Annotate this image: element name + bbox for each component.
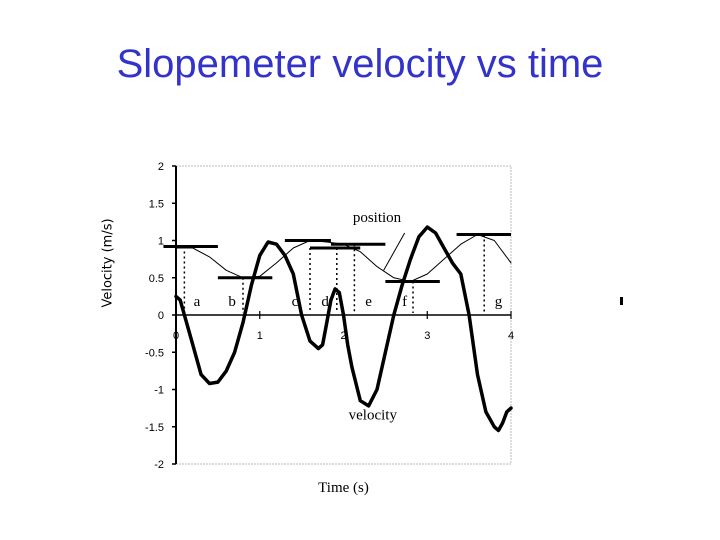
- y-tick-label: 1: [158, 236, 164, 248]
- annotation-f: f: [402, 294, 407, 310]
- y-tick-label: 0: [158, 310, 164, 322]
- annotation-b: b: [228, 294, 236, 310]
- annotation-position: position: [353, 210, 402, 226]
- stray-marker: [620, 297, 623, 305]
- y-tick-label: 1.5: [149, 198, 164, 210]
- y-tick-label: -2: [154, 459, 164, 471]
- x-tick-label: 4: [508, 330, 514, 342]
- annotation-a: a: [194, 294, 201, 310]
- y-tick-label: 2: [158, 161, 164, 173]
- y-tick-label: -1: [154, 385, 164, 397]
- x-tick-label: 0: [173, 330, 179, 342]
- annotation-e: e: [365, 294, 372, 310]
- x-axis-label: Time (s): [318, 480, 369, 496]
- x-tick-label: 2: [340, 330, 346, 342]
- annotation-d: d: [321, 294, 329, 310]
- annotation-g: g: [495, 294, 503, 310]
- y-tick-label: -0.5: [145, 347, 164, 359]
- x-tick-label: 1: [257, 330, 263, 342]
- position-pointer: [383, 232, 406, 271]
- velocity-line: [174, 225, 513, 433]
- y-tick-label: 0.5: [149, 273, 164, 285]
- annotation-velocity: velocity: [349, 407, 398, 423]
- x-tick-label: 3: [424, 330, 430, 342]
- y-tick-label: -1.5: [145, 422, 164, 434]
- annotation-c: c: [292, 294, 299, 310]
- slide-title: Slopemeter velocity vs time: [116, 42, 604, 86]
